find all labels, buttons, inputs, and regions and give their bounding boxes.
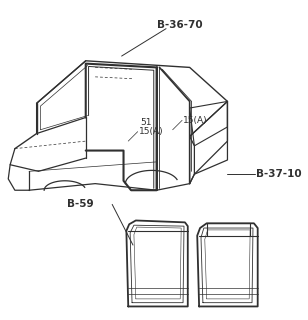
Text: B-36-70: B-36-70	[157, 20, 203, 30]
Text: B-59: B-59	[67, 199, 93, 209]
Text: B-37-10: B-37-10	[256, 169, 302, 179]
Text: 15(A): 15(A)	[183, 116, 208, 125]
Text: 51: 51	[140, 118, 152, 127]
Text: 15(A): 15(A)	[139, 127, 163, 136]
